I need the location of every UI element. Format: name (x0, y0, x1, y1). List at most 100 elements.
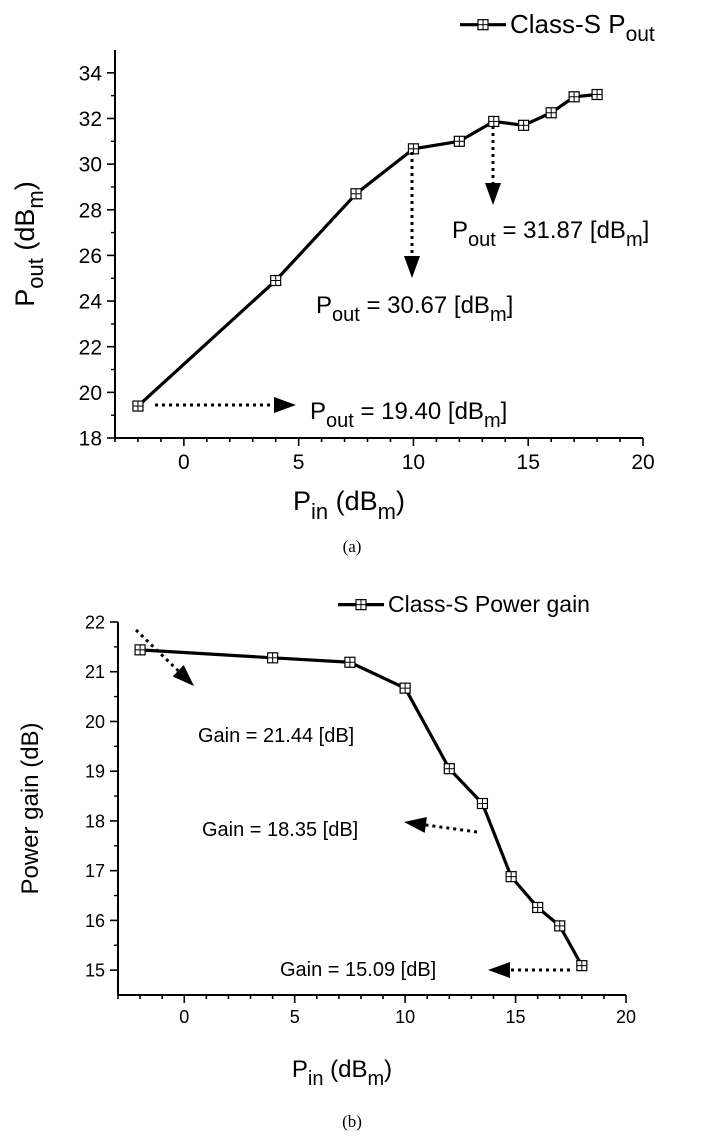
data-point (532, 901, 544, 914)
y-tick-label: 30 (79, 154, 102, 177)
annotation-label: Pout = 31.87 [dBm] (452, 217, 649, 251)
y-tick-label: 22 (79, 336, 102, 359)
annotation-label: Pout = 30.67 [dBm] (316, 292, 513, 326)
y-tick-label: 16 (85, 911, 105, 931)
text-sub: out (23, 258, 48, 289)
text-main: Power gain (dB) (17, 722, 44, 894)
chart-b: 0 5 10 15 20 15 16 17 18 19 20 21 22 Pin (dBm) Power g… (17, 591, 636, 1131)
arrow-line (134, 628, 180, 672)
legend-marker (477, 19, 489, 31)
data-point (270, 274, 282, 287)
y-tick-label: 19 (85, 762, 105, 782)
text-sub: out (326, 410, 354, 432)
data-point (518, 119, 530, 131)
y-tick-label: 17 (85, 861, 105, 881)
data-point (476, 797, 489, 810)
text-main: Gain = 18.35 [dB] (202, 819, 358, 841)
text-main: P (310, 398, 326, 425)
x-tick-label: 5 (290, 1007, 300, 1027)
text-unit-sub: m (378, 499, 396, 524)
text-unit-end: ) (384, 1056, 392, 1083)
text-eq: = 19.40 [dB (354, 398, 484, 425)
y-tick-label: 28 (79, 199, 102, 222)
x-tick-label: 20 (631, 451, 654, 474)
text-sub: out (332, 304, 360, 326)
series-line (139, 648, 584, 967)
text-unit-end: ) (10, 181, 40, 190)
annotation-arrow (488, 962, 570, 978)
text-eq: = 30.67 [dB (360, 292, 490, 319)
text-sub: out (468, 229, 496, 251)
arrow-line (425, 823, 478, 834)
annotation-arrow (404, 152, 420, 278)
data-point (488, 115, 500, 128)
data-point (134, 644, 146, 656)
y-tick-label: 21 (85, 662, 105, 682)
annotation-arrow (155, 397, 296, 413)
text-end: ] (501, 398, 508, 425)
data-point (350, 188, 362, 200)
text-main: P (316, 292, 332, 319)
y-axis-title: Power gain (dB) (17, 722, 44, 894)
data-point (344, 656, 356, 668)
panel-label: (a) (343, 537, 362, 556)
annotation-arrow (134, 628, 194, 686)
arrow-head (485, 183, 501, 205)
text-main: P (293, 486, 311, 516)
data-point (545, 107, 557, 119)
data-point (443, 763, 455, 775)
text-unit-sub: m (367, 1068, 384, 1090)
arrow-head (488, 962, 510, 978)
y-tick-label: 32 (79, 108, 102, 131)
series-line (136, 92, 598, 408)
data-point (267, 652, 279, 664)
y-tick-label: 20 (79, 382, 102, 405)
text-unit-sub: m (23, 190, 48, 208)
text-unit-main: (dB (328, 486, 378, 516)
y-tick-label: 34 (79, 62, 103, 85)
text-unit-main: (dB (323, 1056, 367, 1083)
data-point (132, 400, 144, 412)
x-tick-label: 10 (402, 451, 425, 474)
annotation-arrow (485, 126, 501, 205)
data-point (453, 135, 465, 147)
y-axis-title: Pout (dBm) (10, 181, 48, 306)
text-main: P (452, 217, 468, 244)
text-sub: out (626, 23, 655, 46)
text-main: P (292, 1056, 308, 1083)
data-point (568, 91, 580, 103)
y-tick-label: 18 (79, 428, 102, 451)
text-sub: in (308, 1068, 324, 1090)
arrow-head (404, 817, 427, 833)
text-eq: = 31.87 [dB (496, 217, 626, 244)
y-tick-label: 18 (85, 811, 105, 831)
legend: Class-S Pout (460, 9, 655, 46)
text-end: ] (643, 217, 650, 244)
x-tick-label: 20 (616, 1007, 636, 1027)
y-tick-label: 15 (85, 961, 105, 981)
text-unit-sub: m (484, 410, 501, 432)
y-tick-label: 20 (85, 712, 105, 732)
annotation-label: Gain = 21.44 [dB] (198, 725, 354, 747)
text-unit-sub: m (626, 229, 643, 251)
text-sub: in (311, 499, 328, 524)
x-axis-title: Pin (dBm) (293, 486, 405, 524)
data-point (554, 920, 566, 932)
text-main: Class-S P (510, 9, 626, 39)
text-main: Gain = 15.09 [dB] (280, 959, 436, 981)
annotation-arrow (404, 817, 478, 834)
x-tick-label: 5 (293, 451, 305, 474)
annotation-label: Gain = 15.09 [dB] (280, 959, 436, 981)
text-main: P (10, 289, 40, 307)
text-unit-main: (dB (10, 209, 40, 259)
text-end: ] (507, 292, 514, 319)
x-tick-label: 10 (395, 1007, 415, 1027)
x-tick-label: 15 (506, 1007, 526, 1027)
arrow-head (274, 397, 296, 413)
legend-marker (355, 599, 367, 611)
legend-label: Class-S Pout (510, 9, 655, 46)
legend: Class-S Power gain (338, 591, 590, 617)
y-tick-label: 26 (79, 245, 102, 268)
